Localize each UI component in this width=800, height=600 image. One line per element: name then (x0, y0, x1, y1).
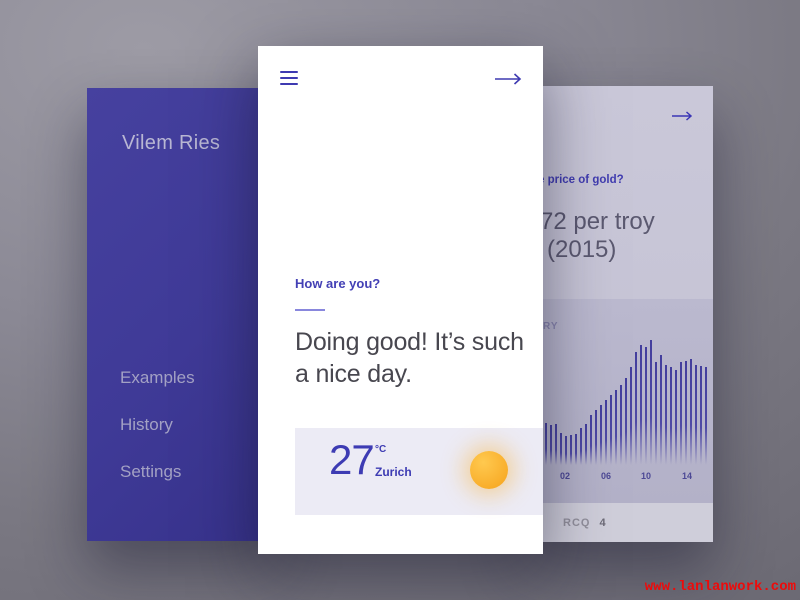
watermark: www.lanlanwork.com (644, 579, 796, 595)
chart-bar (670, 367, 672, 465)
assistant-answer: Doing good! It’s such a nice day. (295, 326, 524, 390)
chart-bar (585, 424, 587, 465)
sidebar-item-settings[interactable]: Settings (120, 462, 182, 481)
chart-bar (690, 359, 692, 465)
sidebar-item-history[interactable]: History (120, 415, 173, 434)
chart-bar (640, 345, 642, 465)
chart-bar (600, 405, 602, 465)
chart-bar (680, 362, 682, 465)
chart-bar (560, 433, 562, 465)
chart-bar (570, 435, 572, 465)
arrow-right-icon[interactable] (495, 72, 522, 90)
chart-bar (675, 370, 677, 465)
chart-bar (590, 415, 592, 465)
chart-bar (695, 365, 697, 465)
chart-bar (575, 434, 577, 465)
chart-bar (630, 367, 632, 465)
weather-city: Zurich (375, 465, 412, 479)
hamburger-menu-icon[interactable] (280, 71, 298, 89)
chart-bar (620, 385, 622, 465)
weather-widget[interactable]: 27 °C Zurich (295, 428, 543, 515)
chart-bar (550, 425, 552, 465)
chart-bar (650, 340, 652, 465)
gold-price-card: e price of gold? 72 per troy (2015) RY 0… (520, 86, 713, 542)
gold-price-chart-bars (545, 299, 707, 465)
chart-bar (665, 365, 667, 465)
chart-bar (685, 361, 687, 465)
chart-header-text: RY (543, 321, 559, 332)
chart-bar (655, 362, 657, 465)
x-tick-label: 14 (681, 471, 692, 481)
chart-bar (700, 366, 702, 465)
x-tick-label: 06 (600, 471, 611, 481)
chart-bar (705, 367, 707, 465)
chart-bar (595, 410, 597, 465)
sidebar-card: Vilem Ries Examples History Settings (87, 88, 280, 541)
sun-icon (470, 451, 508, 489)
footer-label: RCQ (563, 516, 591, 529)
gold-question-text: e price of gold? (538, 174, 624, 186)
chart-bar (545, 423, 547, 465)
chart-bar (565, 436, 567, 465)
answer-line: a nice day. (295, 360, 412, 388)
chart-bar (555, 424, 557, 465)
chart-bar (645, 347, 647, 465)
arrow-right-icon[interactable] (672, 108, 693, 126)
chart-bar (580, 428, 582, 465)
profile-name: Vilem Ries (122, 132, 221, 154)
chart-bar (610, 395, 612, 465)
gold-answer-line: 72 per troy (540, 208, 655, 235)
assistant-question: How are you? (295, 276, 381, 291)
sidebar-item-examples[interactable]: Examples (120, 368, 195, 387)
x-tick-label: 02 (559, 471, 570, 481)
temperature-value: 27 (329, 436, 375, 483)
divider (295, 309, 325, 311)
answer-line: Doing good! It’s such (295, 328, 524, 356)
chart-bar (625, 378, 627, 465)
temperature-unit: °C (375, 444, 387, 455)
chart-bar (635, 352, 637, 465)
gold-card-footer: RCQ 4 (520, 503, 713, 542)
chart-bar (660, 355, 662, 465)
assistant-card: How are you? Doing good! It’s such a nic… (258, 46, 543, 554)
footer-value: 4 (599, 516, 607, 529)
chart-bar (615, 390, 617, 465)
chart-bar (605, 400, 607, 465)
gold-price-chart: RY 02 06 10 14 (520, 299, 713, 503)
gold-answer-line: (2015) (547, 236, 617, 263)
x-tick-label: 10 (640, 471, 651, 481)
